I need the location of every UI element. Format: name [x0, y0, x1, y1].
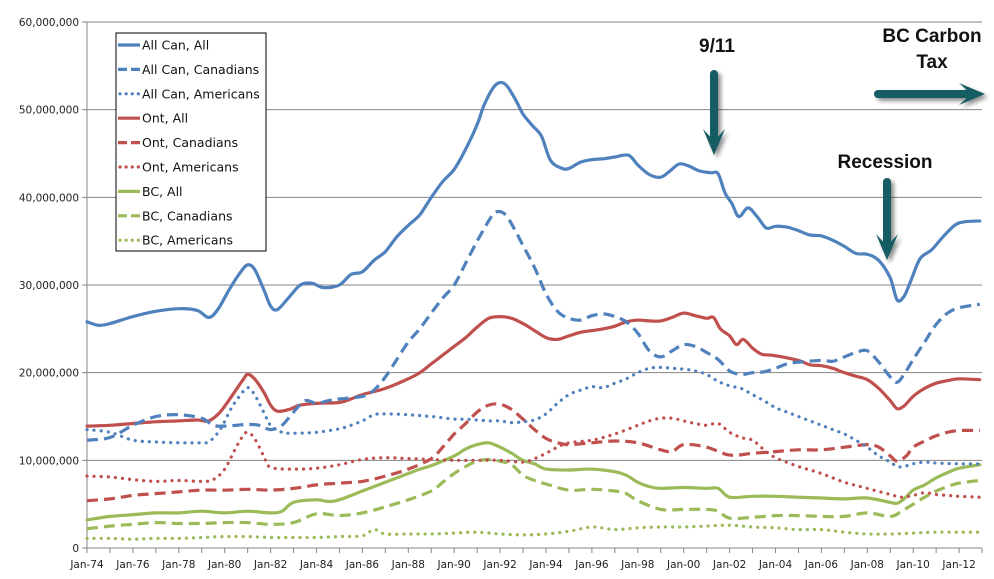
x-tick-label: Jan-84 — [299, 559, 334, 571]
y-tick-label: 30,000,000 — [19, 280, 79, 292]
y-tick-label: 40,000,000 — [19, 192, 79, 204]
x-tick-label: Jan-12 — [941, 559, 975, 571]
x-tick-label: Jan-86 — [345, 559, 380, 571]
x-tick-label: Jan-94 — [528, 559, 563, 571]
y-tick-label: 20,000,000 — [19, 368, 79, 380]
x-axis-ticks: Jan-74 Jan-76 Jan-78 Jan-80 Jan-82 Jan-84 Jan-… — [69, 548, 983, 571]
arrow-right-icon — [874, 83, 985, 105]
x-tick-label: Jan-80 — [207, 559, 241, 571]
legend-item: All Can, Canadians — [118, 62, 259, 77]
legend-item: Ont, All — [118, 111, 188, 126]
series-all-can-all-line — [85, 80, 982, 327]
legend-item: Ont, Canadians — [118, 135, 238, 150]
x-tick-label: Jan-74 — [69, 559, 104, 571]
series-bc-canadians-line — [86, 457, 980, 531]
x-tick-label: Jan-06 — [804, 559, 839, 571]
x-tick-label: Jan-92 — [482, 559, 516, 571]
x-tick-label: Jan-96 — [574, 559, 609, 571]
x-tick-label: Jan-90 — [437, 559, 471, 571]
x-tick-label: Jan-00 — [666, 559, 700, 571]
y-tick-label: 60,000,000 — [19, 17, 79, 29]
legend-label: All Can, Americans — [142, 86, 260, 101]
y-tick-label: 50,000,000 — [19, 105, 79, 117]
legend-item: Ont, Americans — [118, 160, 239, 175]
legend-item: All Can, All — [118, 38, 209, 53]
x-tick-label: Jan-98 — [620, 559, 654, 571]
legend-item: BC, Canadians — [118, 208, 233, 223]
x-tick-label: Jan-76 — [115, 559, 150, 571]
x-tick-label: Jan-02 — [712, 559, 746, 571]
annotation-recession-label: Recession — [837, 152, 932, 173]
legend-label: BC, Americans — [142, 233, 233, 248]
x-tick-label: Jan-82 — [253, 559, 287, 571]
legend-label: BC, Canadians — [142, 208, 233, 223]
legend-item: BC, All — [118, 184, 183, 199]
y-tick-label: 10,000,000 — [19, 455, 79, 467]
x-tick-label: Jan-08 — [850, 559, 884, 571]
legend: All Can, All All Can, Canadians All Can, A… — [115, 32, 267, 252]
annotation-911-label: 9/11 — [699, 36, 735, 57]
series-bc-all-line — [85, 441, 982, 522]
legend-label: All Can, All — [142, 38, 209, 53]
legend-label: Ont, All — [142, 111, 188, 126]
series-all-can-canadians-line — [86, 210, 981, 442]
series-layer — [85, 80, 982, 541]
annotation-bc-carbon-tax-label-line1: BC Carbon — [882, 26, 981, 47]
legend-label: Ont, Americans — [142, 160, 239, 175]
legend-label: All Can, Canadians — [142, 62, 259, 77]
legend-item: All Can, Americans — [118, 86, 260, 101]
x-tick-label: Jan-04 — [758, 559, 793, 571]
y-tick-label: 0 — [72, 543, 79, 555]
annotations: 9/11 Recession BC Carbon Tax — [699, 26, 985, 260]
annotation-bc-carbon-tax-label-line2: Tax — [916, 52, 948, 73]
series-bc-americans-line — [85, 523, 982, 541]
arrow-down-icon — [703, 70, 725, 155]
series-ont-all-line — [85, 311, 982, 428]
x-tick-label: Jan-10 — [896, 559, 930, 571]
legend-box — [115, 32, 267, 252]
legend-label: BC, All — [142, 184, 183, 199]
series-ont-canadians-line — [86, 402, 980, 503]
legend-item: BC, Americans — [118, 233, 233, 248]
series-all-can-americans-line — [85, 365, 982, 469]
x-tick-label: Jan-88 — [391, 559, 425, 571]
y-axis-ticks: 0 10,000,000 20,000,000 30,000,000 40,000,00… — [19, 17, 87, 555]
x-tick-label: Jan-78 — [161, 559, 195, 571]
arrow-down-icon — [876, 178, 898, 260]
legend-label: Ont, Canadians — [142, 135, 238, 150]
